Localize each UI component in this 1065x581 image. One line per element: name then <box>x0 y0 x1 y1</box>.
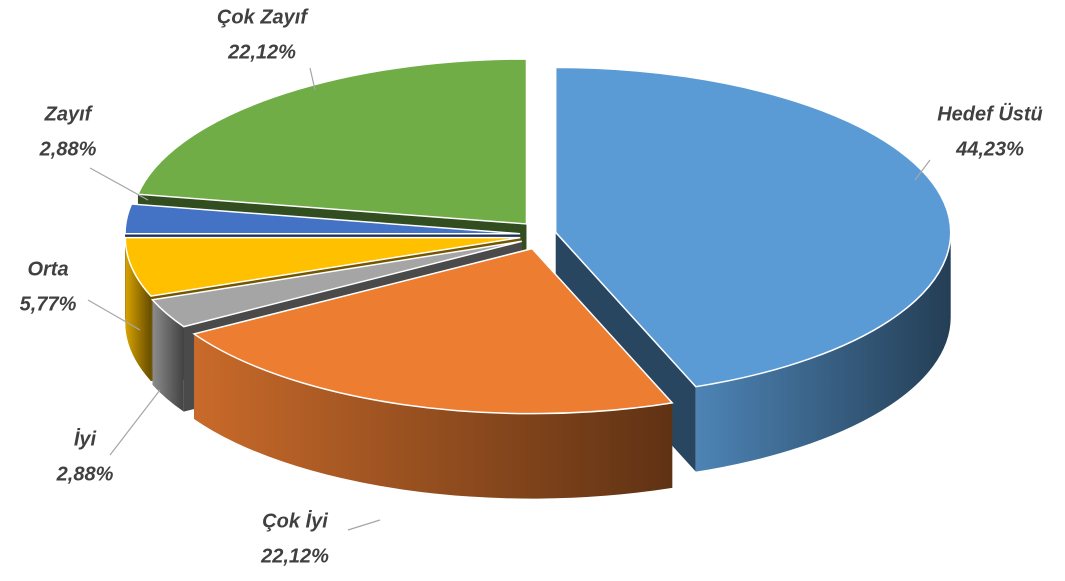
leader-line <box>109 389 161 456</box>
leader-line <box>309 67 316 91</box>
slice <box>192 247 674 415</box>
data-label-name: Çok Zayıf <box>217 6 309 28</box>
slice <box>124 203 521 235</box>
leader-line <box>914 159 931 181</box>
data-label-value: 2,88% <box>56 463 114 485</box>
slice-side <box>152 299 184 412</box>
leader-line <box>87 299 141 331</box>
data-label-value: 5,77% <box>20 293 77 315</box>
data-label-name: Çok İyi <box>262 509 328 532</box>
data-label-value: 44,23% <box>955 138 1024 160</box>
data-label-name: Zayıf <box>44 103 94 125</box>
data-label-name: İyi <box>74 427 97 450</box>
slice <box>554 66 952 388</box>
slice <box>136 58 528 225</box>
slice <box>151 240 522 328</box>
data-label-name: Hedef Üstü <box>937 102 1043 125</box>
data-label-name: Orta <box>27 258 68 280</box>
slice-side <box>695 232 951 472</box>
data-label-value: 22,12% <box>260 545 329 567</box>
leader-line <box>347 519 381 531</box>
data-label-value: 22,12% <box>227 41 296 63</box>
data-label-value: 2,88% <box>39 138 97 160</box>
slice-side <box>194 333 673 499</box>
leader-line <box>89 167 149 201</box>
slice-side <box>125 237 151 382</box>
slice <box>124 236 521 297</box>
